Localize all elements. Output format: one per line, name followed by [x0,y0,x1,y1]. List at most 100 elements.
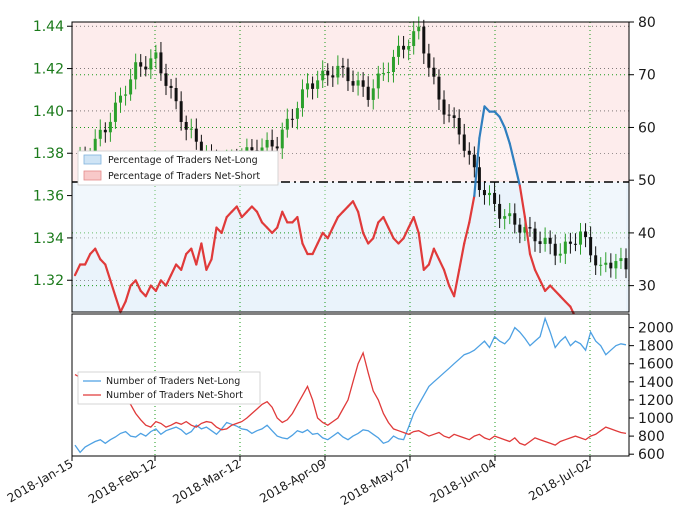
candle-body [407,46,411,50]
pct-segment [169,263,178,277]
candle-body [386,72,390,74]
candle-body [118,95,122,103]
candle-body [553,243,557,256]
pct-segment [412,216,420,234]
candle-body [488,192,492,196]
candle-body [482,190,486,196]
pct-segment [533,268,542,282]
pct-lines [73,105,628,340]
pct-segment [336,210,344,219]
pct-segment [503,126,511,145]
candle-body [503,216,507,219]
counts-panel: 2000 1800 1600 1400 1200 1000 800 600 Number of… [71,313,674,463]
pct-segment [124,284,132,303]
pct-segment [498,115,506,129]
candle-body [149,58,153,70]
pct-segment [372,221,380,240]
candle-body [422,26,426,54]
count-tick-label: 1000 [638,411,674,427]
candle-body [493,192,497,204]
candle-body [265,139,269,148]
candle-body [457,118,461,135]
legend-bottom: Number of Traders Net-Long Number of Tra… [77,371,261,405]
left-tick-label: 1.34 [33,231,64,247]
candle-body [124,94,128,96]
count-tick-label: 600 [638,447,665,463]
candle-body [285,118,289,130]
x-tick-label: 2018-Jan-15 [5,456,76,505]
x-tick-label: 2018-May-07 [338,456,413,508]
pct-segment [296,216,304,245]
legend-swatch-long [83,154,102,165]
left-tick-label: 1.40 [33,104,64,120]
candle-body [563,241,567,254]
candle-body [139,62,143,67]
candle-body [164,73,168,86]
pct-segment [255,210,264,224]
candle-body [300,89,304,109]
candle-body [508,213,512,217]
pct-segment [453,268,461,298]
pct-segment [200,242,208,271]
legend-label-net-short: Percentage of Traders Net-Short [108,171,260,182]
candle-body [391,56,395,73]
pct-segment [266,226,274,234]
candle-body [477,167,481,191]
pct-segment [301,242,309,256]
candle-body [311,83,315,89]
right-tick-label: 80 [638,15,656,31]
left-tick-label: 1.42 [33,62,64,78]
candle-body [624,258,628,270]
candle-body [447,114,451,116]
pct-segment [134,279,142,292]
candle-body [331,75,335,78]
left-tick-label: 1.32 [33,273,64,289]
pct-segment [351,200,360,213]
pct-segment [549,284,557,292]
candle-body [134,62,138,80]
x-tick-label: 2018-Jul-02 [526,456,593,503]
pct-segment [458,242,466,271]
pct-segment [144,284,152,298]
pct-segment [407,216,415,229]
counts-panel-border [71,313,630,457]
candle-body [361,80,365,87]
right-axis-ticks: 80 70 60 50 40 30 [629,15,656,295]
pct-segment [473,136,481,198]
pct-area-fill [75,106,626,339]
legend-label-count-long: Number of Traders Net-Long [106,376,240,387]
candle-body [619,258,623,262]
pct-segment [432,247,441,261]
price-panel-border [71,21,630,313]
candle-body [417,26,421,32]
candle-body [306,83,310,90]
pct-segment [321,231,329,240]
candle-body [376,73,380,89]
candle-body [174,88,178,102]
candle-body [594,255,598,266]
count-tick-label: 1200 [638,393,674,409]
pct-segment [367,237,375,245]
pct-segment [139,289,147,298]
pct-segment [564,300,572,308]
pct-segment [83,252,92,266]
pct-segment [483,105,491,113]
candle-body [270,139,274,147]
pct-segment [362,231,370,245]
pct-segment [271,226,279,234]
candle-body [538,241,542,245]
pct-segment [468,194,476,224]
pct-segment [448,284,456,298]
pct-segment [129,279,137,287]
candle-body [341,65,345,68]
candle-body [614,261,618,269]
pct-segment [225,210,233,219]
candle-body [189,128,193,130]
candle-body [513,213,517,225]
candle-body [427,53,431,68]
candle-body [452,115,456,119]
pct-segment [463,221,471,245]
x-tick-label: 2018-Apr-09 [257,456,328,505]
count-tick-label: 800 [638,429,665,445]
